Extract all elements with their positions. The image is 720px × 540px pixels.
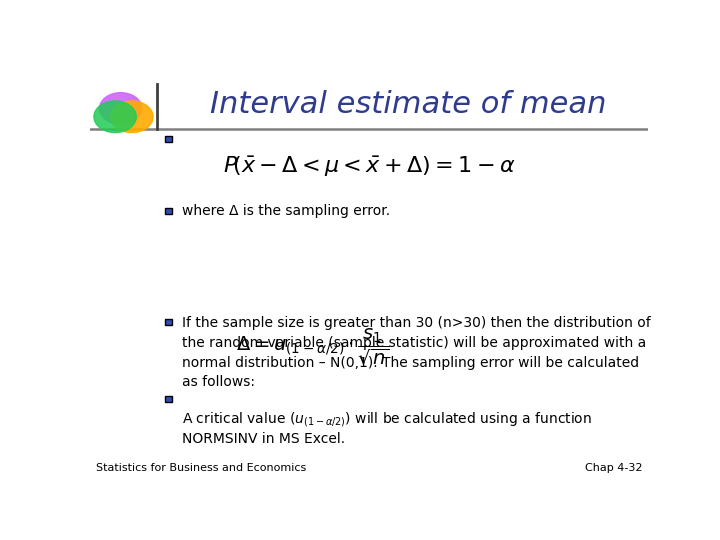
FancyBboxPatch shape (166, 396, 172, 402)
Text: as follows:: as follows: (182, 375, 255, 389)
Text: If the sample size is greater than 30 (n>30) then the distribution of: If the sample size is greater than 30 (n… (182, 315, 651, 329)
Circle shape (94, 101, 136, 133)
Text: Statistics for Business and Economics: Statistics for Business and Economics (96, 463, 306, 473)
Text: A critical value ($u_{(1-\alpha/2)}$) will be calculated using a function: A critical value ($u_{(1-\alpha/2)}$) wi… (182, 410, 592, 429)
Text: $P\!\left(\bar{x}-\Delta < \mu < \bar{x}+\Delta\right)=1-\alpha$: $P\!\left(\bar{x}-\Delta < \mu < \bar{x}… (222, 154, 516, 179)
Circle shape (99, 93, 142, 124)
Text: the random variable (sample statistic) will be approximated with a: the random variable (sample statistic) w… (182, 335, 647, 349)
FancyBboxPatch shape (166, 136, 172, 141)
Circle shape (111, 101, 153, 133)
Text: where Δ is the sampling error.: where Δ is the sampling error. (182, 204, 390, 218)
FancyBboxPatch shape (166, 319, 172, 325)
Text: $\Delta = u_{(1-\alpha/2)}\cdot\dfrac{s_1}{\sqrt{n}}$: $\Delta = u_{(1-\alpha/2)}\cdot\dfrac{s_… (236, 327, 390, 368)
FancyBboxPatch shape (166, 208, 172, 214)
Text: NORMSINV in MS Excel.: NORMSINV in MS Excel. (182, 433, 345, 447)
Text: normal distribution – N(0,1). The sampling error will be calculated: normal distribution – N(0,1). The sampli… (182, 355, 639, 369)
Text: Interval estimate of mean: Interval estimate of mean (210, 90, 606, 119)
Text: Chap 4-32: Chap 4-32 (585, 463, 642, 473)
